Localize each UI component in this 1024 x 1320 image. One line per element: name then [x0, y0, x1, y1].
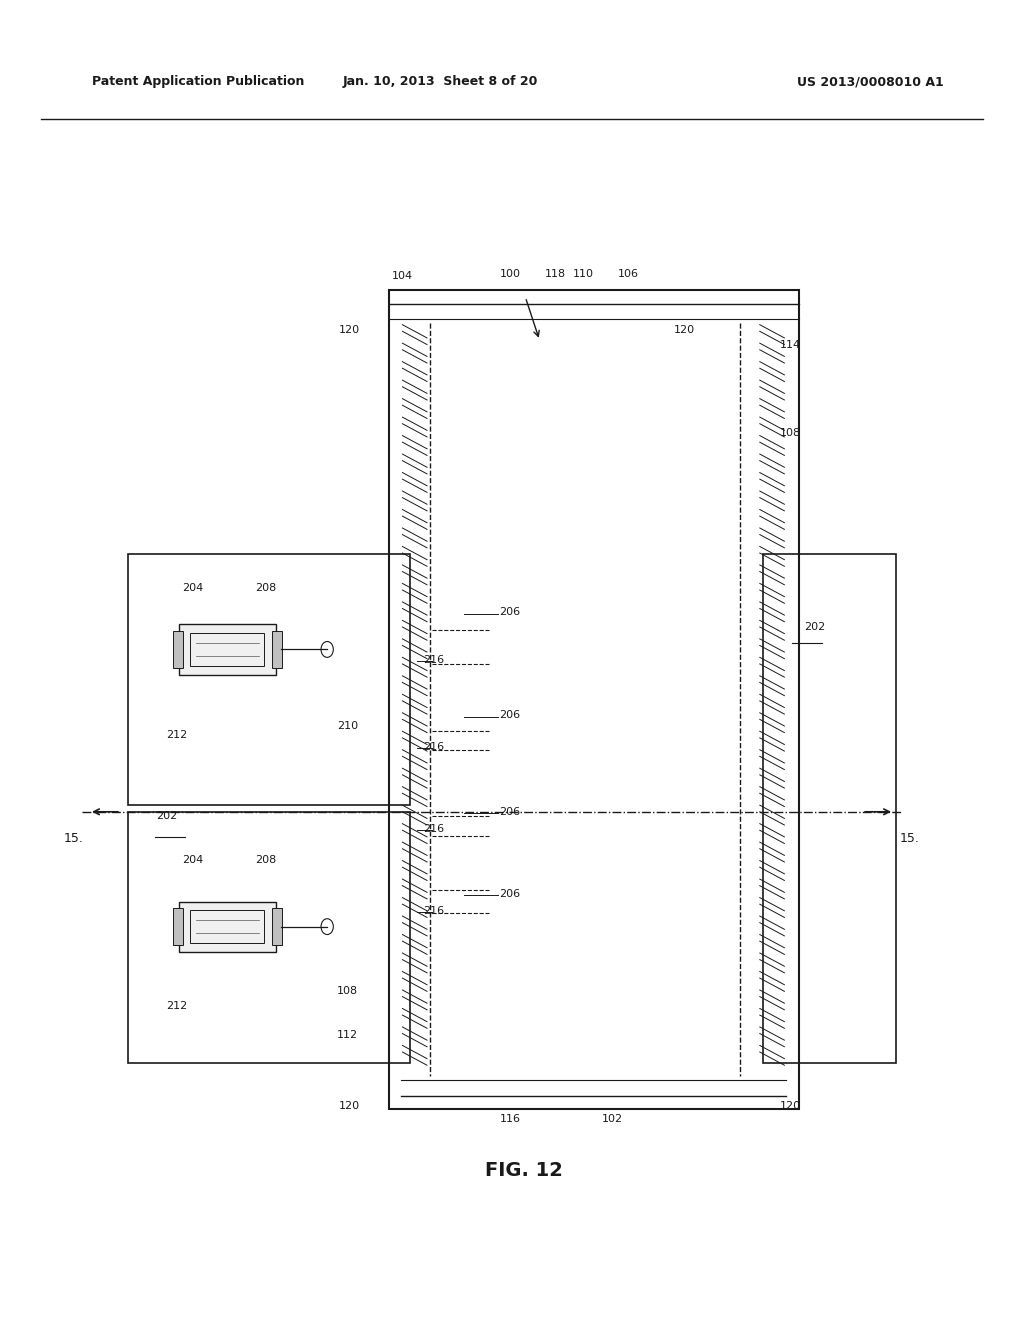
Bar — [128, 554, 410, 805]
Text: 108: 108 — [337, 986, 358, 997]
Text: 206: 206 — [499, 710, 520, 721]
Text: 116: 116 — [500, 1114, 520, 1125]
Text: Jan. 10, 2013  Sheet 8 of 20: Jan. 10, 2013 Sheet 8 of 20 — [343, 75, 538, 88]
Text: 216: 216 — [423, 906, 444, 916]
Text: 210: 210 — [337, 721, 358, 731]
Text: 102: 102 — [602, 1114, 623, 1125]
Text: 204: 204 — [182, 854, 203, 865]
Text: 216: 216 — [423, 824, 444, 834]
Bar — [389, 290, 799, 1109]
Text: 15.: 15. — [899, 832, 920, 845]
Bar — [271, 631, 282, 668]
Text: 120: 120 — [339, 325, 360, 335]
Text: 208: 208 — [256, 582, 276, 593]
Text: 208: 208 — [256, 854, 276, 865]
Text: 108: 108 — [780, 428, 802, 438]
Text: 100: 100 — [500, 268, 520, 279]
Text: 15.: 15. — [63, 832, 84, 845]
Text: 206: 206 — [499, 807, 520, 817]
Bar — [271, 908, 282, 945]
Bar — [763, 554, 896, 1063]
Text: 120: 120 — [780, 1101, 802, 1111]
Bar — [190, 911, 264, 942]
Text: 204: 204 — [182, 582, 203, 593]
Bar — [178, 902, 275, 952]
Text: 216: 216 — [423, 655, 444, 665]
Text: 120: 120 — [674, 325, 695, 335]
Bar — [178, 624, 275, 675]
Bar — [190, 634, 264, 667]
Text: 112: 112 — [337, 1030, 358, 1040]
Text: 216: 216 — [423, 742, 444, 752]
Text: 212: 212 — [167, 730, 187, 741]
Text: US 2013/0008010 A1: US 2013/0008010 A1 — [797, 75, 944, 88]
Text: 104: 104 — [392, 271, 413, 281]
Text: FIG. 12: FIG. 12 — [485, 1162, 563, 1180]
Text: 206: 206 — [499, 607, 520, 618]
Text: 202: 202 — [157, 810, 177, 821]
Text: 120: 120 — [339, 1101, 360, 1111]
Text: 212: 212 — [167, 1001, 187, 1011]
Text: 202: 202 — [804, 622, 825, 632]
Text: 118: 118 — [545, 268, 565, 279]
Bar — [128, 812, 410, 1063]
Text: 206: 206 — [499, 888, 520, 899]
Text: Patent Application Publication: Patent Application Publication — [92, 75, 304, 88]
Bar — [172, 908, 182, 945]
Text: 110: 110 — [573, 268, 594, 279]
Text: 114: 114 — [780, 339, 802, 350]
Bar — [172, 631, 182, 668]
Text: 106: 106 — [618, 268, 639, 279]
